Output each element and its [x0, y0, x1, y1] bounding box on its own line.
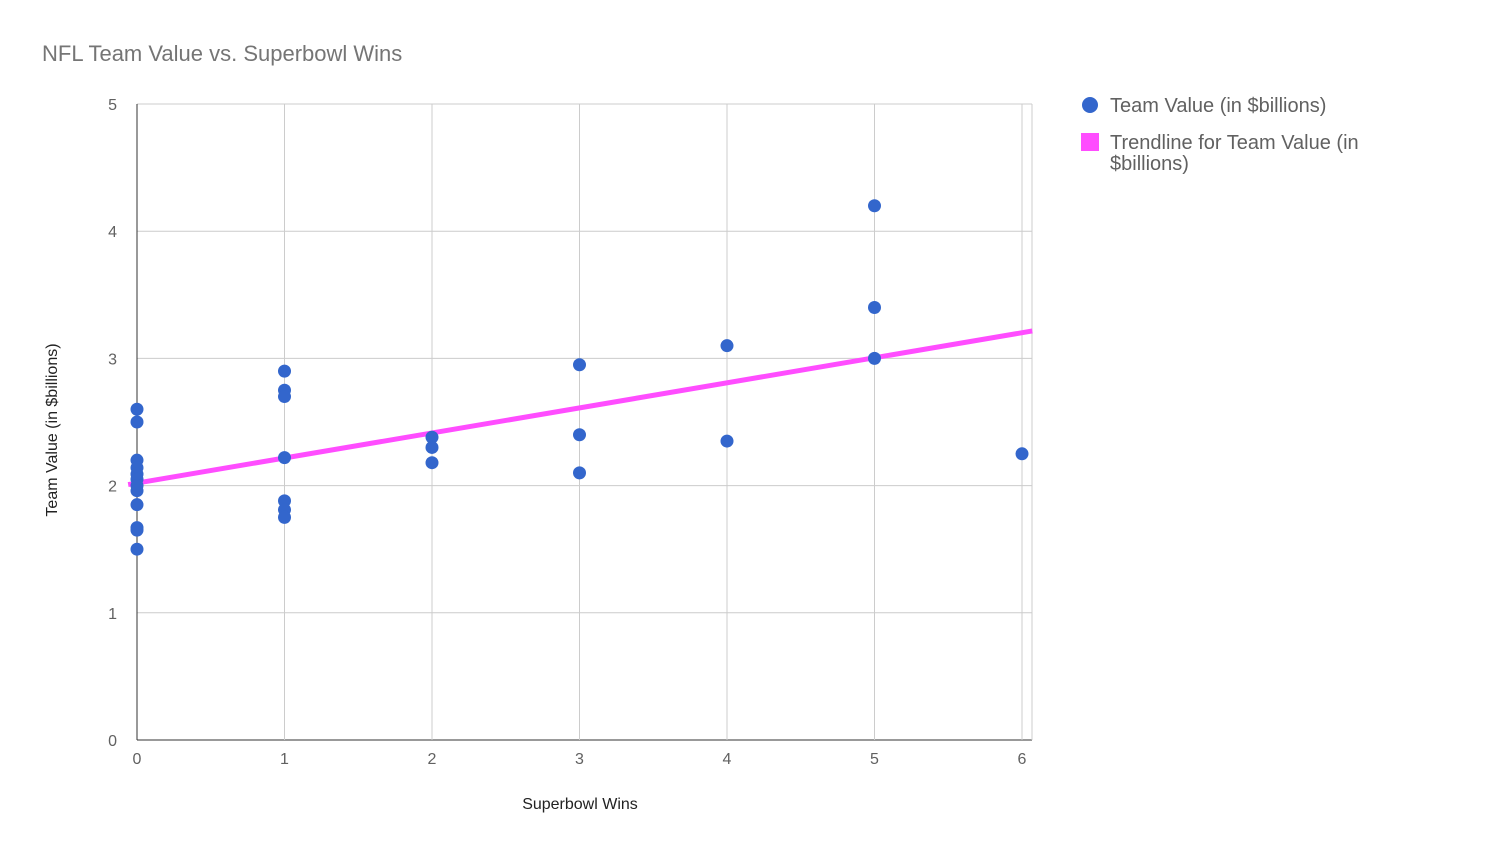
data-point	[425, 456, 439, 470]
data-point	[130, 498, 144, 512]
data-point	[278, 451, 291, 465]
data-point	[130, 542, 144, 556]
points-layer	[130, 199, 1029, 556]
x-tick-label: 4	[723, 751, 732, 768]
legend-marker-team-value	[1082, 97, 1098, 113]
data-point	[278, 494, 291, 508]
data-point	[868, 199, 881, 213]
x-tick-label: 0	[133, 751, 142, 768]
chart-title: NFL Team Value vs. Superbowl Wins	[42, 41, 402, 66]
trendline	[127, 328, 1033, 488]
data-point	[573, 358, 586, 372]
x-tick-label: 2	[428, 751, 437, 768]
data-point	[573, 466, 586, 480]
data-point	[130, 402, 144, 416]
data-point	[1015, 447, 1029, 461]
grid	[136, 103, 1033, 741]
x-tick-label: 6	[1018, 751, 1027, 768]
data-point	[720, 434, 734, 448]
legend-marker-trendline	[1081, 133, 1099, 151]
data-point	[278, 510, 291, 524]
y-tick-label: 5	[108, 97, 117, 114]
trendline-layer	[127, 328, 1033, 488]
legend-label-team-value: Team Value (in $billions)	[1110, 95, 1326, 117]
data-point	[130, 484, 144, 498]
data-point	[425, 440, 439, 454]
y-tick-label: 0	[108, 733, 117, 750]
data-point	[278, 390, 291, 404]
data-point	[573, 428, 586, 442]
x-axis-label: Superbowl Wins	[522, 796, 638, 813]
x-tick-label: 1	[280, 751, 289, 768]
y-tick-label: 3	[108, 351, 117, 368]
legend-label-trendline-2: $billions)	[1110, 153, 1189, 175]
data-point	[868, 351, 881, 365]
y-axis-label: Team Value (in $billions)	[44, 343, 61, 516]
x-axis-ticks: 0 1 2 3 4 5 6	[133, 751, 1027, 768]
legend-label-trendline-1: Trendline for Team Value (in	[1110, 132, 1359, 154]
data-point	[278, 364, 291, 378]
y-tick-label: 1	[108, 606, 117, 623]
x-tick-label: 3	[575, 751, 584, 768]
data-point	[130, 415, 144, 429]
y-tick-label: 2	[108, 479, 117, 496]
x-tick-label: 5	[870, 751, 879, 768]
data-point	[425, 430, 439, 444]
data-point	[868, 301, 881, 315]
data-point	[130, 523, 144, 537]
y-axis-ticks: 0 1 2 3 4 5	[108, 97, 117, 750]
y-tick-label: 4	[108, 224, 117, 241]
legend: Team Value (in $billions) Trendline for …	[1081, 95, 1359, 175]
data-point	[720, 339, 734, 353]
